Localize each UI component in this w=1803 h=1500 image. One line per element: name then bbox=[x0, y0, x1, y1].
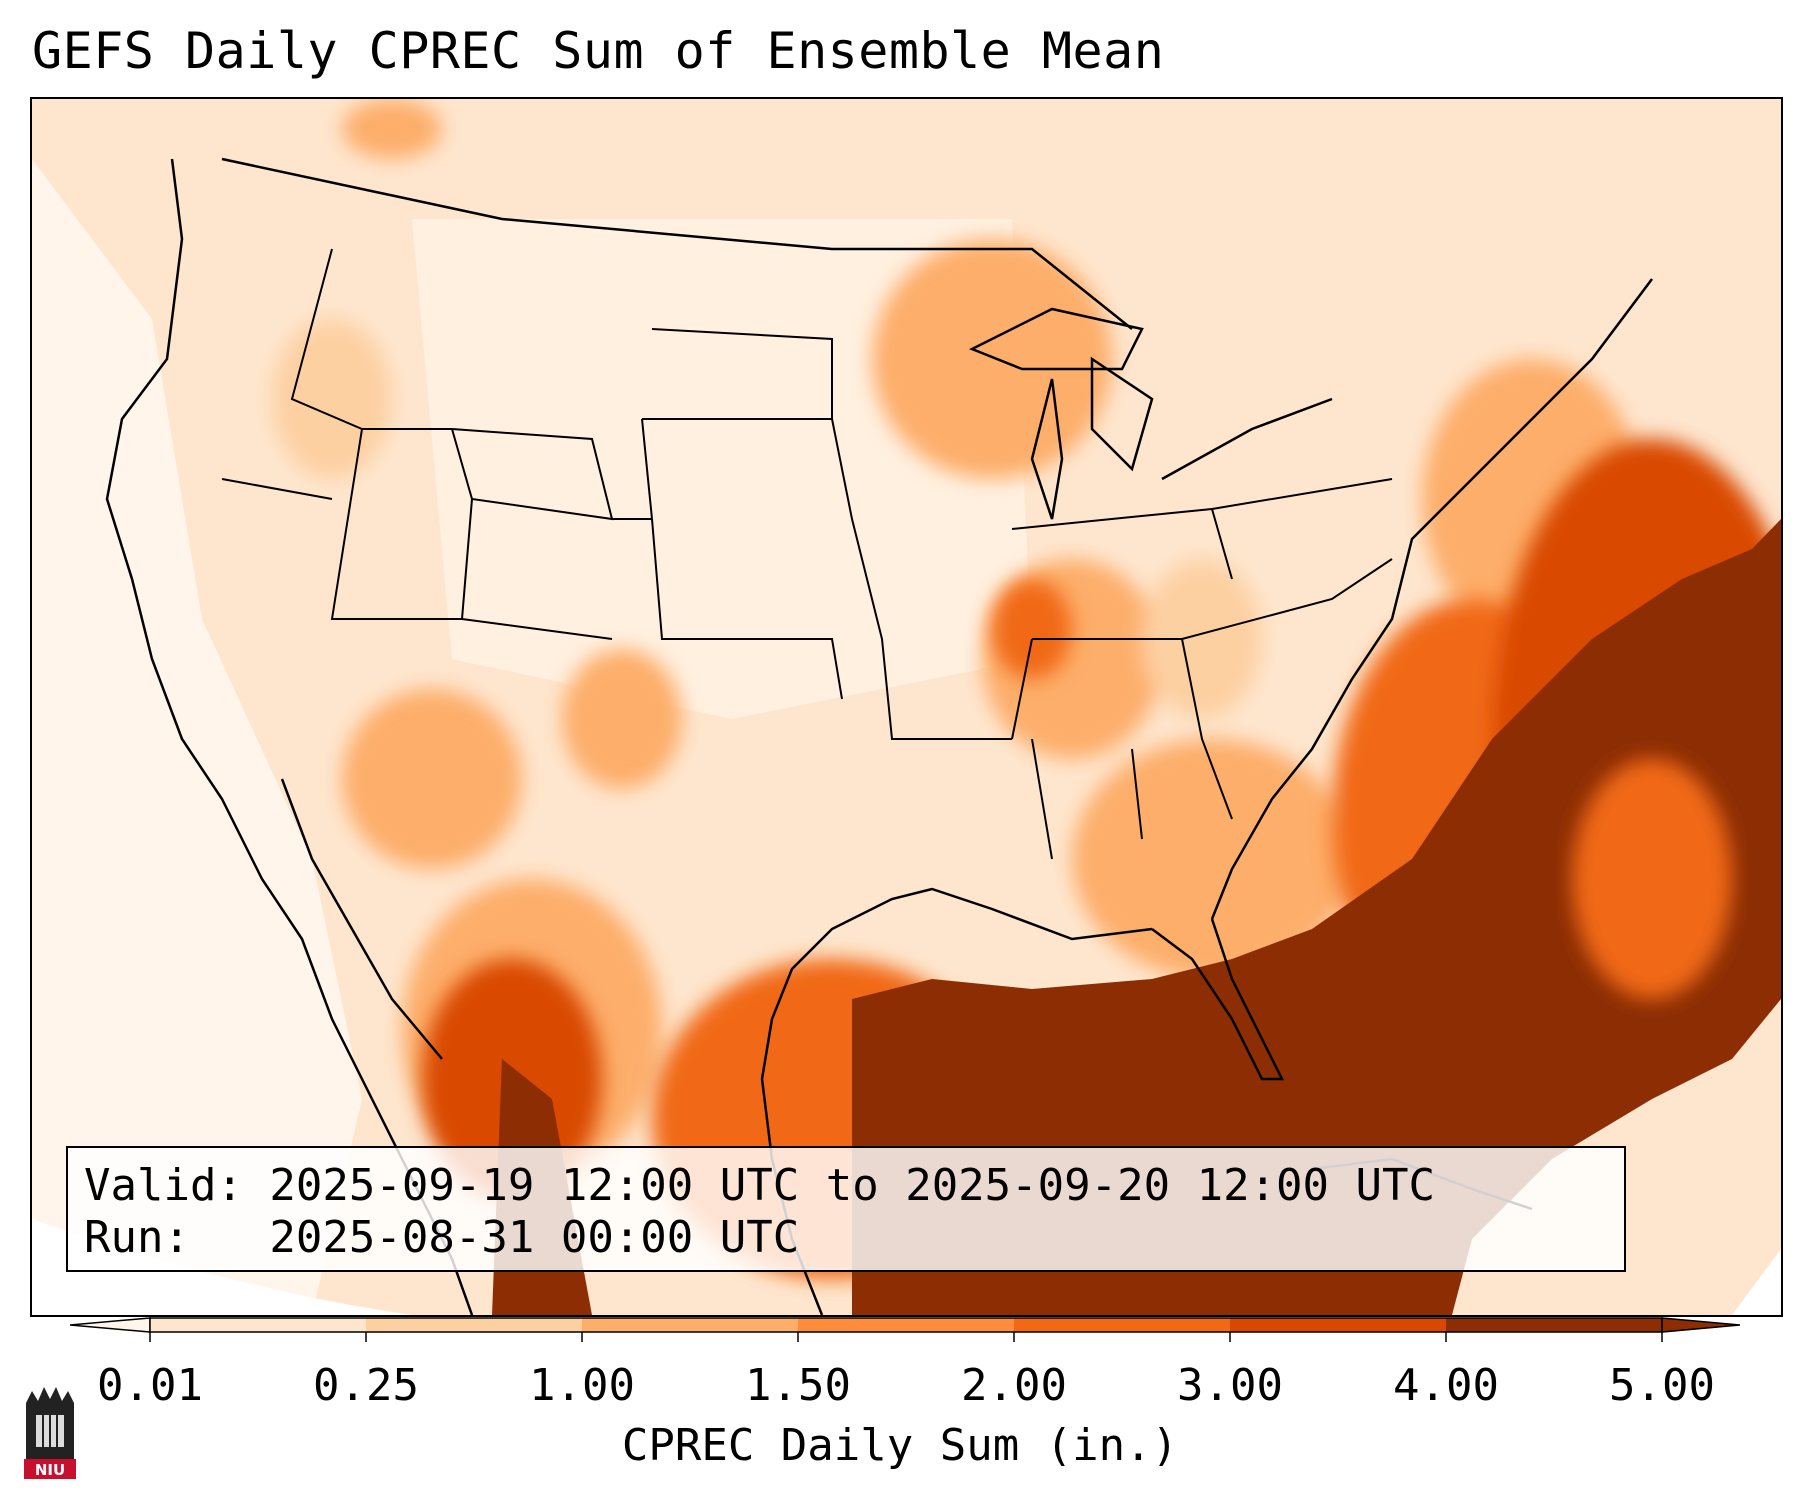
border-us-canada bbox=[221, 157, 1133, 330]
colorbar-segment bbox=[798, 1318, 1015, 1332]
colorbar-segment bbox=[1014, 1318, 1231, 1332]
colorbar-tick-label: 3.00 bbox=[1177, 1360, 1283, 1411]
domain-edge-right bbox=[1732, 1249, 1781, 1315]
colorbar-label: CPREC Daily Sum (in.) bbox=[621, 1420, 1179, 1471]
colorbar-tick-label: 0.01 bbox=[97, 1360, 203, 1411]
lake-superior bbox=[968, 307, 1144, 371]
coastline-west bbox=[105, 158, 374, 1100]
coastline-east bbox=[1210, 278, 1653, 920]
colorbar-tick-label: 1.50 bbox=[745, 1360, 851, 1411]
valid-time-text: Valid: 2025-09-19 12:00 UTC to 2025-09-2… bbox=[84, 1160, 1436, 1211]
colorbar-under-arrow bbox=[70, 1317, 151, 1333]
lake-michigan bbox=[1030, 378, 1064, 520]
colorbar-segment bbox=[1446, 1318, 1663, 1332]
chart-title: GEFS Daily CPREC Sum of Ensemble Mean bbox=[32, 22, 1165, 80]
colorbar-segment bbox=[1230, 1318, 1447, 1332]
colorbar-tick-label: 5.00 bbox=[1609, 1360, 1715, 1411]
lake-huron bbox=[1090, 356, 1154, 472]
colorbar-segment bbox=[582, 1318, 799, 1332]
info-box: Valid: 2025-09-19 12:00 UTC to 2025-09-2… bbox=[66, 1146, 1626, 1272]
colorbar-segment bbox=[150, 1318, 367, 1332]
niu-logo: NIU bbox=[24, 1387, 76, 1479]
precip-field-west-light bbox=[32, 159, 362, 1315]
lake-erie-ontario bbox=[1161, 397, 1333, 481]
domain-edge-bottom-left bbox=[32, 1219, 412, 1315]
colorbar bbox=[70, 1317, 1740, 1342]
coastline-florida bbox=[1151, 918, 1285, 1081]
colorbar-segment bbox=[366, 1318, 583, 1332]
logo-tower-top bbox=[26, 1387, 74, 1403]
colorbar-border bbox=[149, 1317, 1663, 1333]
coastline-baja bbox=[280, 778, 443, 1060]
state-lines bbox=[221, 248, 1393, 860]
colorbar-tick-label: 4.00 bbox=[1393, 1360, 1499, 1411]
colorbar-over-arrow bbox=[1661, 1317, 1740, 1333]
logo-text: NIU bbox=[35, 1461, 65, 1479]
colorbar-tick-label: 2.00 bbox=[961, 1360, 1067, 1411]
precip-map bbox=[30, 97, 1783, 1317]
precip-field-atlantic-lighter bbox=[1572, 759, 1732, 999]
precip-field-max bbox=[852, 519, 1781, 1315]
map-svg bbox=[32, 99, 1781, 1315]
logo-banner bbox=[24, 1459, 76, 1479]
colorbar-tick-label: 1.00 bbox=[529, 1360, 635, 1411]
colorbar-tick-label: 0.25 bbox=[313, 1360, 419, 1411]
run-time-text: Run: 2025-08-31 00:00 UTC bbox=[84, 1212, 800, 1263]
